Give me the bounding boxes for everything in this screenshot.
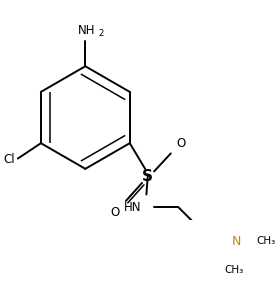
Text: NH: NH [78, 24, 95, 37]
Text: CH₃: CH₃ [257, 236, 276, 246]
Text: 2: 2 [99, 29, 104, 38]
Text: CH₃: CH₃ [224, 265, 243, 275]
Text: O: O [110, 206, 119, 219]
Text: O: O [176, 137, 185, 149]
Text: N: N [232, 235, 241, 249]
Text: Cl: Cl [4, 153, 15, 166]
Text: S: S [142, 169, 153, 184]
Text: HN: HN [124, 201, 141, 214]
